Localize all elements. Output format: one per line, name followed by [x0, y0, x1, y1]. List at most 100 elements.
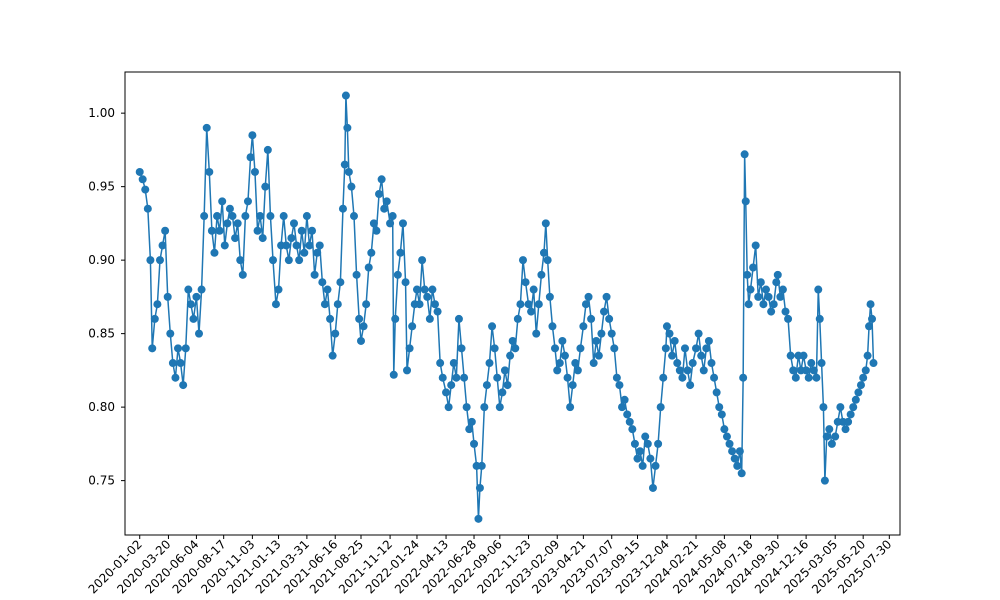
data-point	[506, 351, 515, 360]
data-point	[493, 373, 502, 382]
data-point	[688, 359, 697, 368]
data-point	[722, 432, 731, 441]
data-point	[539, 248, 548, 257]
data-point	[776, 292, 785, 301]
data-point	[665, 329, 674, 338]
data-point	[480, 403, 489, 412]
data-point	[228, 212, 237, 221]
data-point	[300, 248, 309, 257]
data-point	[490, 344, 499, 353]
data-point	[743, 270, 752, 279]
data-point	[654, 439, 663, 448]
data-point	[344, 167, 353, 176]
data-point	[323, 285, 332, 294]
data-point	[362, 300, 371, 309]
data-point	[543, 256, 552, 265]
data-point	[592, 336, 601, 345]
data-point	[537, 270, 546, 279]
data-point	[712, 388, 721, 397]
data-point	[545, 292, 554, 301]
data-point	[331, 329, 340, 338]
data-point	[315, 241, 324, 250]
data-point	[477, 461, 486, 470]
data-point	[553, 366, 562, 375]
data-point	[573, 366, 582, 375]
data-point	[310, 270, 319, 279]
data-point	[326, 314, 335, 323]
data-point	[618, 403, 627, 412]
data-point	[391, 314, 400, 323]
data-point	[313, 248, 322, 257]
data-point	[388, 212, 397, 221]
data-point	[495, 403, 504, 412]
data-point	[597, 329, 606, 338]
data-point	[584, 292, 593, 301]
data-point	[408, 322, 417, 331]
data-point	[447, 381, 456, 390]
data-point	[607, 329, 616, 338]
data-point	[735, 447, 744, 456]
data-point	[442, 388, 451, 397]
data-point	[521, 278, 530, 287]
data-point	[352, 270, 361, 279]
data-point	[428, 285, 437, 294]
data-point	[733, 461, 742, 470]
data-point	[166, 329, 175, 338]
data-point	[320, 300, 329, 309]
data-point	[253, 226, 262, 235]
data-point	[568, 381, 577, 390]
data-point	[470, 439, 479, 448]
data-point	[710, 373, 719, 382]
data-point	[279, 212, 288, 221]
data-point	[527, 307, 536, 316]
data-point	[382, 197, 391, 206]
data-point	[449, 359, 458, 368]
data-point	[220, 241, 229, 250]
data-point	[236, 256, 245, 265]
data-point	[620, 395, 629, 404]
data-point	[836, 403, 845, 412]
data-point	[174, 344, 183, 353]
data-point	[250, 167, 259, 176]
data-point	[246, 153, 255, 162]
data-point	[333, 300, 342, 309]
data-point	[844, 417, 853, 426]
data-point	[820, 476, 829, 485]
data-point	[628, 425, 637, 434]
data-point	[841, 425, 850, 434]
y-tick-label: 0.80	[88, 400, 115, 414]
data-point	[248, 131, 257, 140]
data-point	[697, 351, 706, 360]
data-point	[741, 197, 750, 206]
data-point	[274, 285, 283, 294]
data-point	[396, 248, 405, 257]
data-point	[364, 263, 373, 272]
data-point	[646, 454, 655, 463]
data-point	[846, 410, 855, 419]
data-point	[146, 256, 155, 265]
data-point	[192, 292, 201, 301]
data-point	[457, 344, 466, 353]
data-point	[648, 483, 657, 492]
data-point	[460, 373, 469, 382]
data-point	[851, 395, 860, 404]
data-point	[804, 373, 813, 382]
data-point	[825, 425, 834, 434]
data-point	[462, 403, 471, 412]
data-point	[612, 373, 621, 382]
data-point	[148, 344, 157, 353]
data-point	[431, 300, 439, 309]
data-point	[602, 292, 611, 301]
data-point	[817, 359, 826, 368]
data-point	[341, 91, 350, 100]
data-point	[282, 241, 291, 250]
data-point	[638, 461, 647, 470]
data-point	[498, 388, 507, 397]
data-point	[155, 256, 164, 265]
data-point	[318, 278, 327, 287]
data-point	[812, 373, 821, 382]
data-point	[357, 336, 365, 345]
data-point	[210, 248, 219, 257]
data-point	[863, 351, 872, 360]
